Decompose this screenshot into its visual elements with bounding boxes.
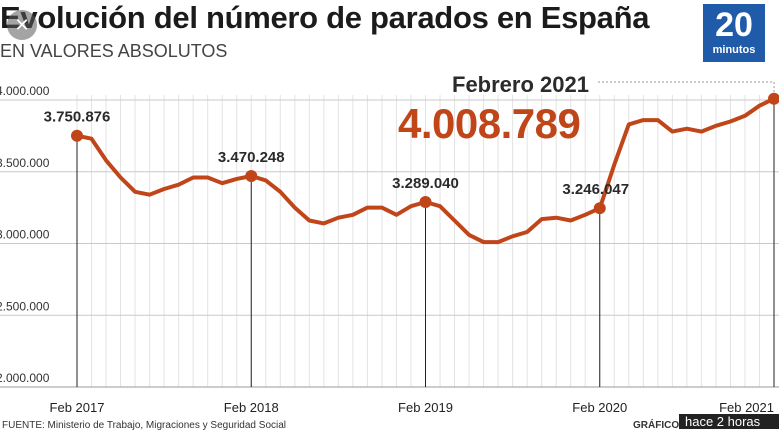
close-icon[interactable]: ✕ bbox=[7, 10, 37, 40]
annotation-point bbox=[768, 92, 779, 105]
chart-subtitle: EN VALORES ABSOLUTOS bbox=[0, 41, 228, 61]
time-badge: hace 2 horas bbox=[679, 414, 779, 429]
x-tick-label: Feb 2019 bbox=[398, 400, 453, 415]
annotation-point bbox=[245, 170, 258, 183]
y-tick-label: 3.500.000 bbox=[0, 156, 50, 170]
annotation-label: 3.470.248 bbox=[218, 149, 285, 166]
logo-number: 20 bbox=[715, 6, 753, 44]
logo: 20 minutos bbox=[703, 4, 765, 62]
annotation-label: 3.289.040 bbox=[392, 175, 459, 192]
annotation-label: 3.750.876 bbox=[44, 109, 111, 126]
y-tick-label: 2.000.000 bbox=[0, 371, 50, 385]
logo-word: minutos bbox=[712, 44, 756, 56]
y-tick-label: 4.000.000 bbox=[0, 84, 50, 98]
credit-note: GRÁFICO bbox=[633, 420, 680, 431]
annotation-point bbox=[419, 196, 432, 209]
annotation-point bbox=[71, 129, 83, 142]
y-tick-label: 3.000.000 bbox=[0, 228, 50, 242]
highlight-label: Febrero 2021 bbox=[452, 72, 589, 97]
annotation-point bbox=[593, 202, 606, 215]
x-tick-label: Feb 2021 bbox=[719, 400, 774, 415]
x-tick-label: Feb 2020 bbox=[572, 400, 627, 415]
x-tick-label: Feb 2017 bbox=[50, 400, 105, 415]
x-tick-label: Feb 2018 bbox=[224, 400, 279, 415]
chart-title: Evolución del número de parados en Españ… bbox=[0, 0, 650, 35]
annotation-label: 3.246.047 bbox=[562, 181, 629, 198]
highlight-value: 4.008.789 bbox=[398, 100, 581, 147]
source-note: FUENTE: Ministerio de Trabajo, Migracion… bbox=[2, 420, 287, 431]
y-tick-label: 2.500.000 bbox=[0, 299, 50, 313]
